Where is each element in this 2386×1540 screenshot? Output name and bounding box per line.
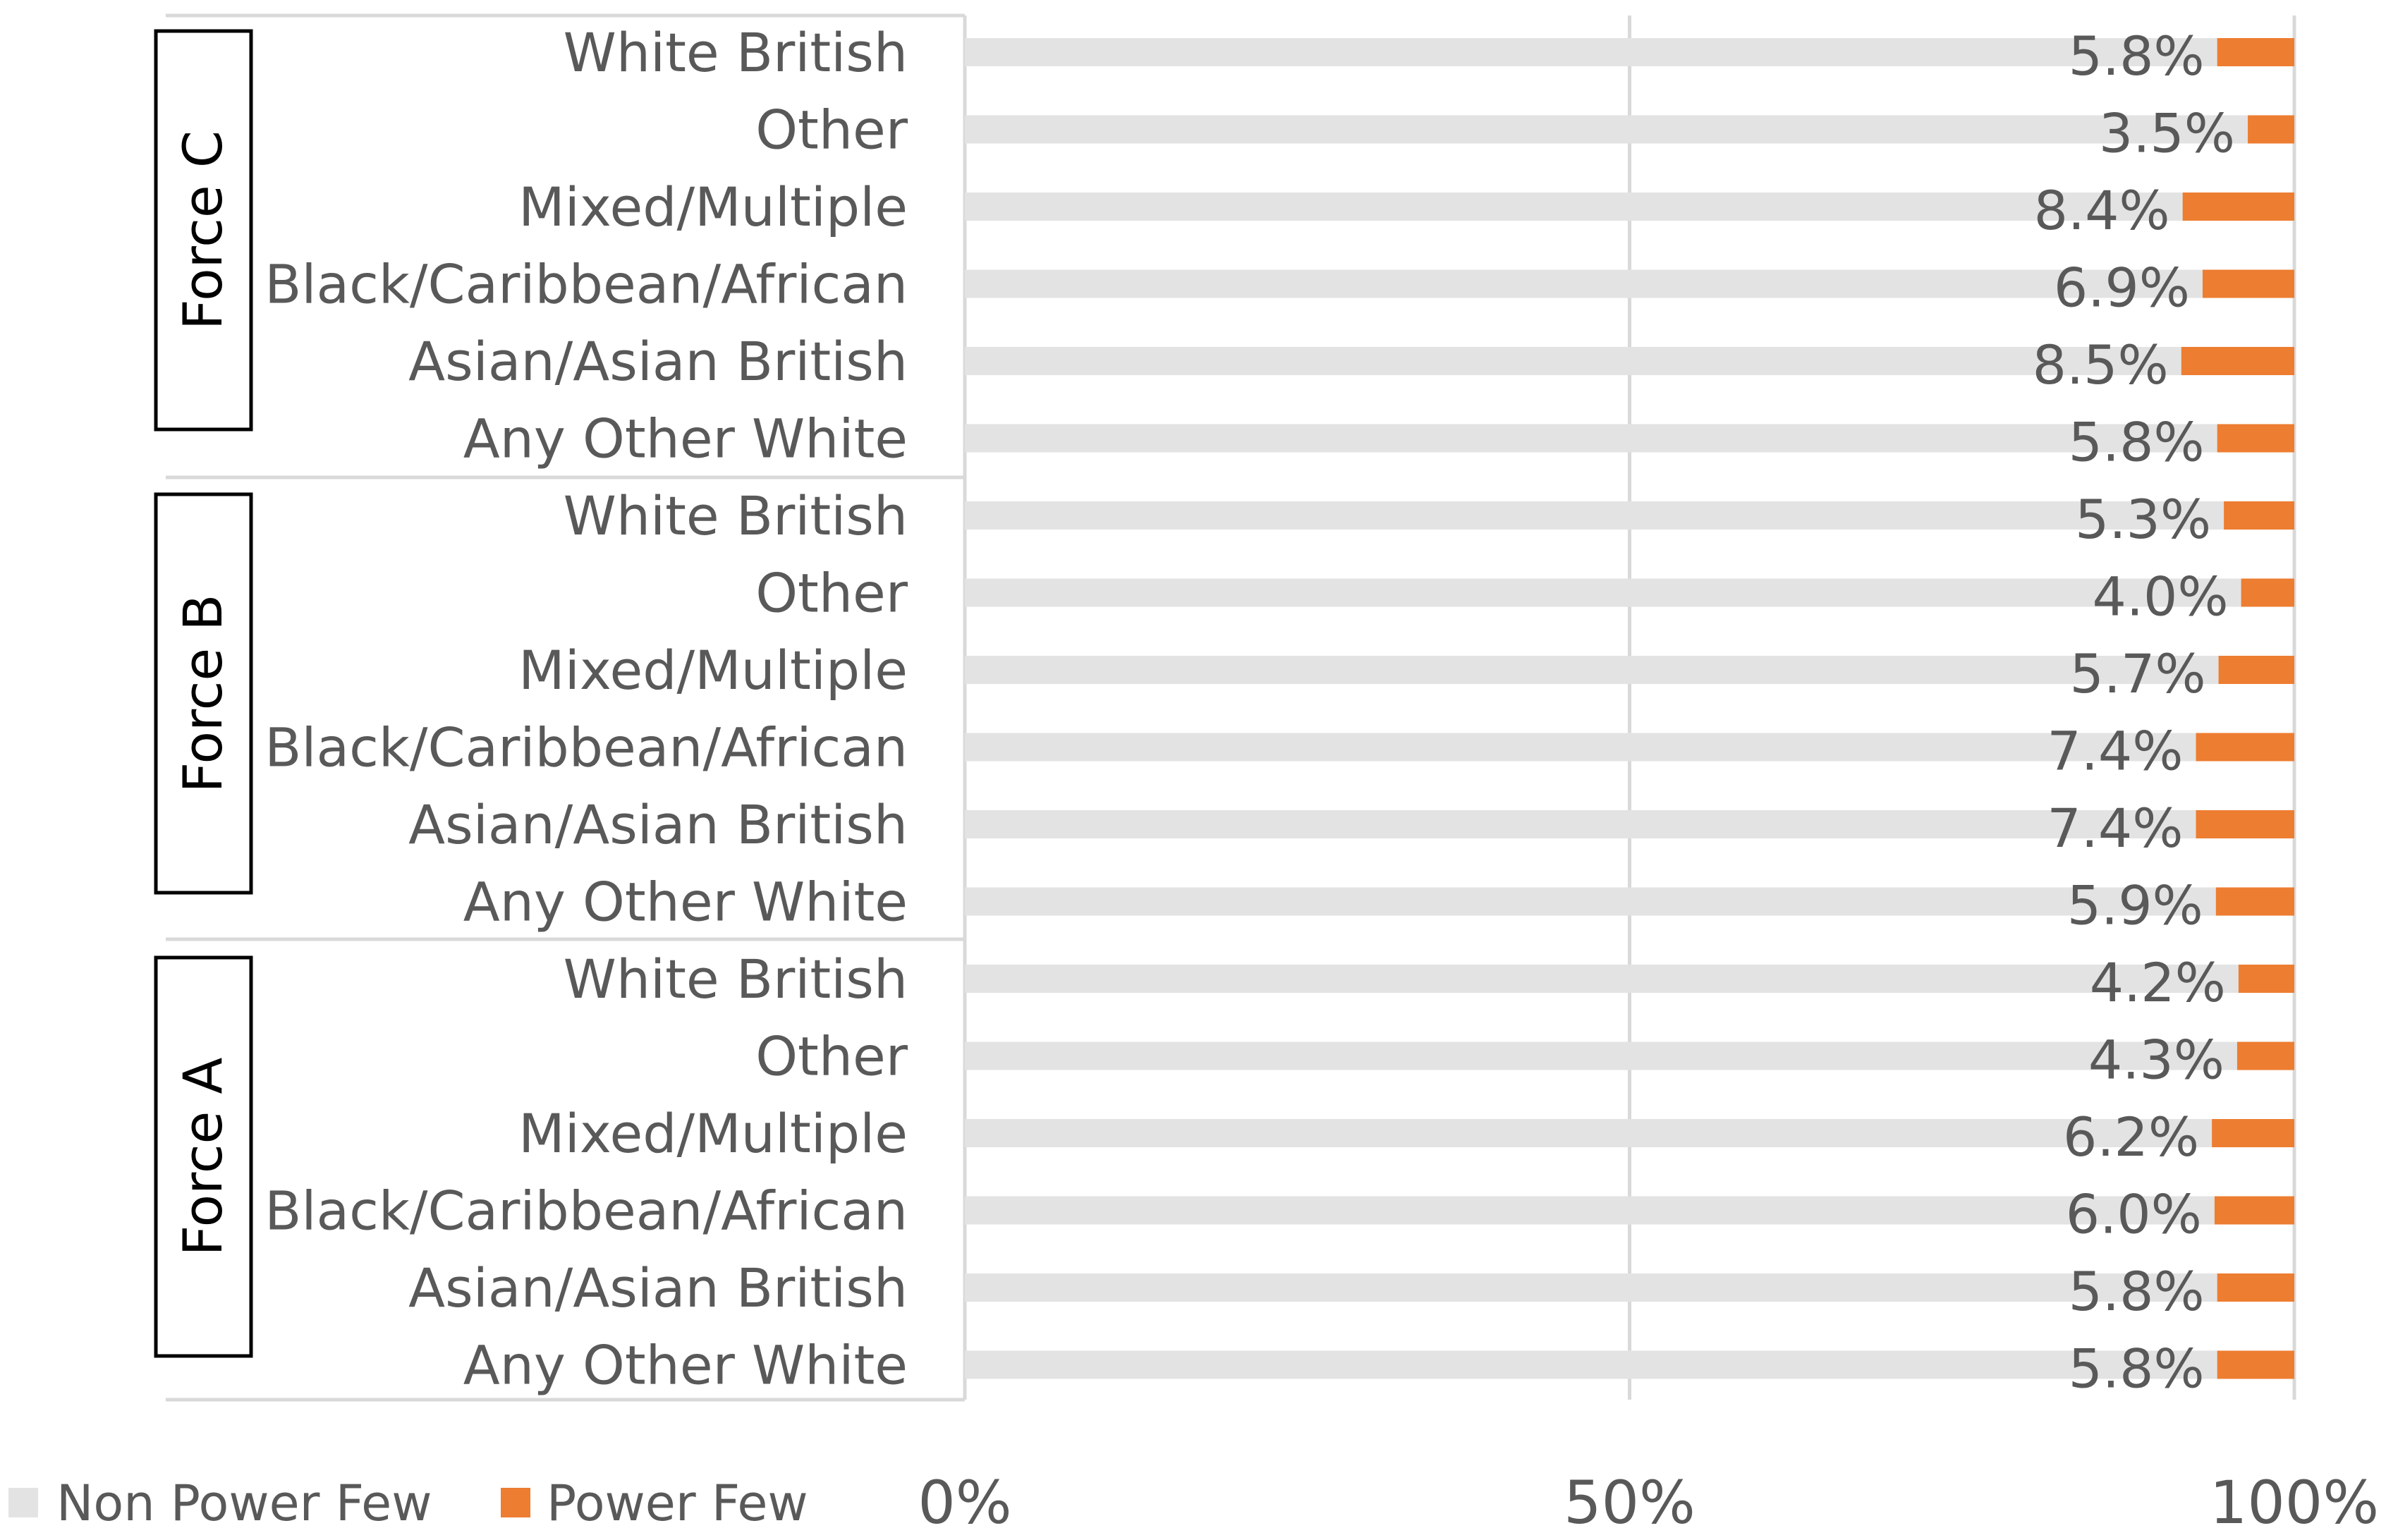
legend: Non Power Few Power Few (8, 1474, 808, 1532)
category-label: White British (564, 948, 908, 1010)
bar-power-few (2182, 192, 2294, 221)
category-label: Asian/Asian British (408, 793, 908, 856)
group-label-box (154, 955, 253, 1358)
bar-non-power-few (965, 347, 2181, 375)
bar-power-few (2217, 424, 2294, 453)
data-label: 8.5% (2033, 334, 2169, 396)
category-label: Asian/Asian British (408, 1257, 908, 1319)
bar-non-power-few (965, 1273, 2217, 1302)
bar-non-power-few (965, 578, 2241, 607)
data-label: 7.4% (2047, 797, 2183, 860)
bar-power-few (2181, 347, 2294, 375)
bar-power-few (2238, 965, 2294, 993)
bar-power-few (2196, 810, 2294, 838)
bar-power-few (2196, 733, 2294, 762)
group-label: Force A (171, 1058, 234, 1257)
data-label: 5.8% (2069, 25, 2205, 87)
data-label: 5.8% (2069, 1260, 2205, 1323)
bar-power-few (2214, 1196, 2294, 1225)
data-label: 5.3% (2075, 488, 2211, 551)
bar-non-power-few (965, 656, 2219, 684)
bars (965, 38, 2294, 1379)
category-label: Any Other White (463, 1334, 908, 1397)
bar-power-few (2217, 1350, 2294, 1379)
x-tick-label: 100% (2210, 1468, 2379, 1537)
category-label: Black/Caribbean/African (264, 253, 908, 316)
data-label: 5.8% (2069, 411, 2205, 474)
group-label-box (154, 492, 253, 895)
legend-label-power-few: Power Few (547, 1474, 808, 1532)
category-label: White British (564, 21, 908, 84)
category-label: Mixed/Multiple (518, 639, 908, 702)
bar-non-power-few (965, 1041, 2237, 1070)
x-tick-label: 0% (918, 1468, 1011, 1537)
bar-power-few (2217, 38, 2294, 66)
bar-non-power-few (965, 965, 2239, 993)
x-axis-ticks: 0% 50% 100% (918, 1468, 2379, 1537)
category-label: Asian/Asian British (408, 330, 908, 393)
bar-power-few (2215, 887, 2294, 916)
category-label: Any Other White (463, 408, 908, 470)
grid-lines (1628, 16, 2296, 1400)
data-label: 3.5% (2099, 102, 2235, 165)
legend-swatch-non-power-few (8, 1488, 38, 1517)
data-labels: 5.8% 3.5% 8.4% 6.9% 8.5% 5.8% 5.3% 4.0% 5.7% 7.4%… (2033, 25, 2235, 1400)
bar-power-few (2241, 578, 2294, 607)
data-label: 8.4% (2034, 179, 2170, 242)
group-label-box (154, 29, 253, 432)
bar-power-few (2202, 269, 2294, 298)
data-label: 5.9% (2067, 874, 2203, 937)
data-label: 6.2% (2063, 1106, 2199, 1168)
legend-label-non-power-few: Non Power Few (56, 1474, 432, 1532)
bar-non-power-few (965, 887, 2216, 916)
data-label: 6.9% (2054, 257, 2190, 319)
category-labels: White British Other Mixed/Multiple Black/Ca… (264, 21, 908, 1397)
data-label: 5.8% (2069, 1338, 2205, 1400)
data-label: 6.0% (2066, 1183, 2202, 1246)
x-tick-label: 50% (1564, 1468, 1696, 1537)
legend-swatch-power-few (501, 1488, 530, 1517)
bar-non-power-few (965, 501, 2224, 530)
category-label: Black/Caribbean/African (264, 716, 908, 779)
category-label: Mixed/Multiple (518, 176, 908, 238)
bar-non-power-few (965, 115, 2248, 144)
bar-power-few (2224, 501, 2294, 530)
bar-non-power-few (965, 192, 2183, 221)
category-label: Other (755, 1025, 908, 1088)
category-label: Any Other White (463, 871, 908, 934)
data-label: 5.7% (2069, 642, 2205, 705)
category-label: Other (755, 562, 908, 625)
bar-power-few (2236, 1041, 2294, 1070)
data-label: 7.4% (2047, 720, 2183, 783)
axis-frame (166, 13, 967, 1402)
category-label: White British (564, 484, 908, 547)
bar-non-power-few (965, 1196, 2215, 1225)
bar-power-few (2217, 1273, 2294, 1302)
bar-non-power-few (965, 733, 2196, 762)
category-label: Mixed/Multiple (518, 1102, 908, 1165)
data-label: 4.0% (2093, 566, 2229, 628)
bar-power-few (2218, 656, 2294, 684)
bar-non-power-few (965, 424, 2217, 453)
data-label: 4.2% (2090, 951, 2226, 1014)
data-label: 4.3% (2088, 1029, 2224, 1092)
category-label: Black/Caribbean/African (264, 1180, 908, 1242)
category-label: Other (755, 99, 908, 161)
group-label: Force C (171, 130, 234, 330)
bar-non-power-few (965, 1350, 2217, 1379)
bar-non-power-few (965, 269, 2203, 298)
bar-non-power-few (965, 810, 2196, 838)
bar-power-few (2212, 1119, 2294, 1147)
bar-power-few (2248, 115, 2294, 144)
bar-non-power-few (965, 1119, 2212, 1147)
force-groups: Force C Force B Force A (154, 29, 253, 1358)
group-label: Force B (171, 594, 234, 793)
bar-non-power-few (965, 38, 2217, 66)
